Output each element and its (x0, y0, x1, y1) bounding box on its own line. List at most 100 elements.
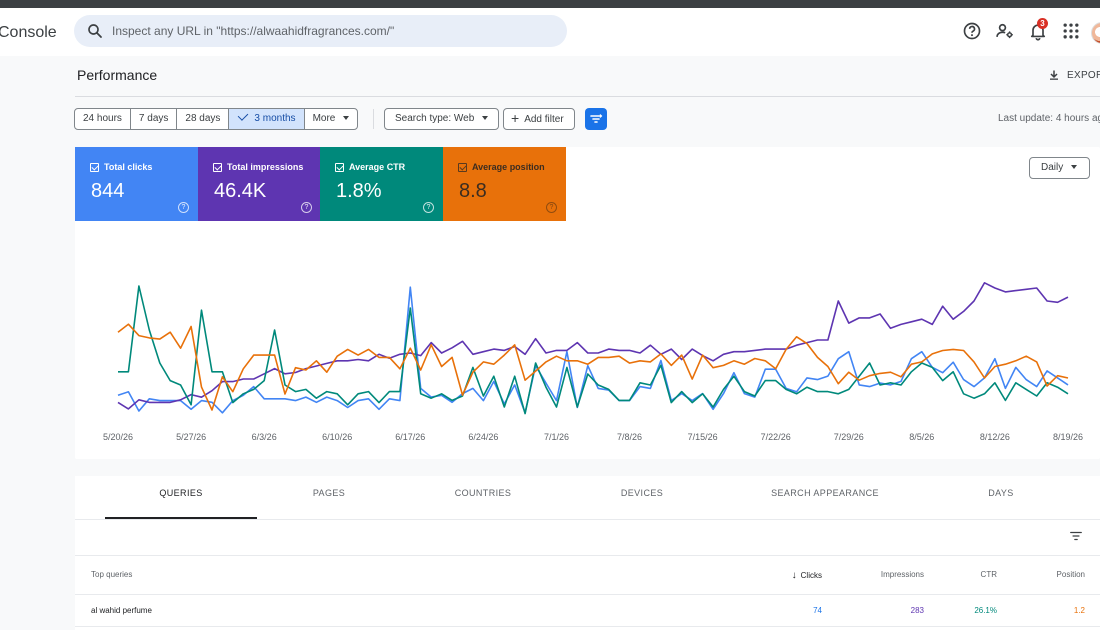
divider (75, 594, 1100, 595)
divider (75, 555, 1100, 556)
export-button[interactable]: EXPORT (1048, 66, 1100, 84)
divider (75, 626, 1100, 627)
url-inspect-input[interactable] (112, 15, 552, 47)
metric-value: 844 (91, 180, 125, 202)
app-bar: Console (0, 8, 1100, 56)
help-icon[interactable]: ? (301, 202, 312, 213)
divider (75, 96, 1100, 97)
check-icon (238, 110, 249, 121)
filter-settings-button[interactable] (585, 108, 607, 130)
tab-queries[interactable]: QUERIES (159, 488, 203, 498)
active-tab-indicator (105, 517, 257, 519)
download-icon (1050, 70, 1058, 80)
checkbox-checked-icon[interactable] (335, 163, 344, 172)
x-tick-label: 6/24/26 (468, 432, 498, 442)
series-line-average-position (117, 323, 1069, 411)
metric-card-total-impressions[interactable]: Total impressions 46.4K ? (198, 147, 321, 221)
column-header-top-queries[interactable]: Top queries (91, 570, 133, 579)
help-icon[interactable]: ? (423, 202, 434, 213)
notifications-count-badge: 3 (1037, 18, 1048, 29)
date-range-3m[interactable]: 3 months (229, 109, 305, 129)
date-range-more-label: More (312, 113, 336, 124)
tab-pages[interactable]: PAGES (312, 488, 346, 498)
series-line-total-impressions (117, 282, 1069, 410)
app-brand[interactable]: Console (0, 24, 57, 41)
x-tick-label: 6/10/26 (322, 432, 352, 442)
x-tick-label: 5/27/26 (176, 432, 206, 442)
report-table-card (75, 476, 1100, 630)
metric-value: 1.8% (336, 180, 382, 202)
checkbox-checked-icon[interactable] (90, 163, 99, 172)
metric-label: Total clicks (104, 162, 153, 172)
filter-rows-icon[interactable] (1069, 529, 1083, 543)
table-row-impressions: 283 (910, 606, 924, 615)
search-type-label: Search type: Web (395, 113, 475, 124)
x-tick-label: 7/22/26 (761, 432, 791, 442)
column-header-ctr[interactable]: CTR (980, 570, 997, 579)
metric-label: Average CTR (349, 162, 406, 172)
table-row-query[interactable]: al wahid perfume (91, 606, 152, 615)
column-header-impressions[interactable]: Impressions (880, 570, 924, 579)
x-tick-label: 7/29/26 (834, 432, 864, 442)
series-line-total-clicks (117, 286, 1069, 414)
column-header-clicks[interactable]: ↓ Clicks (792, 570, 822, 581)
metric-label: Total impressions (227, 162, 304, 172)
metric-value: 8.8 (459, 180, 487, 202)
divider (75, 519, 1100, 520)
date-range-selector: 24 hours 7 days 28 days 3 months More (74, 108, 359, 130)
table-row-position: 1.2 (1073, 606, 1085, 615)
clicks-header-label: Clicks (800, 571, 822, 580)
metric-card-total-clicks[interactable]: Total clicks 844 ? (75, 147, 198, 221)
tab-devices[interactable]: DEVICES (620, 488, 664, 498)
help-icon[interactable]: ? (546, 202, 557, 213)
url-inspect-search[interactable] (74, 15, 567, 47)
checkbox-checked-icon[interactable] (458, 163, 467, 172)
date-range-28d[interactable]: 28 days (177, 109, 230, 129)
x-tick-label: 8/19/26 (1053, 432, 1083, 442)
metric-card-average-ctr[interactable]: Average CTR 1.8% ? (320, 147, 443, 221)
manage-users-icon[interactable] (995, 21, 1015, 41)
date-range-3m-label: 3 months (254, 113, 296, 124)
search-icon[interactable] (86, 22, 104, 40)
apps-grid-icon[interactable] (1061, 21, 1081, 41)
column-header-position[interactable]: Position (1056, 570, 1085, 579)
filter-sort-icon (590, 114, 603, 123)
help-icon[interactable] (962, 21, 982, 41)
sort-descending-icon: ↓ (791, 570, 797, 581)
add-filter-label: Add filter (524, 114, 564, 125)
metric-card-average-position[interactable]: Average position 8.8 ? (443, 147, 566, 221)
x-tick-label: 8/5/26 (909, 432, 934, 442)
tab-countries[interactable]: COUNTRIES (454, 488, 512, 498)
x-tick-label: 8/12/26 (980, 432, 1010, 442)
plus-icon: + (511, 110, 520, 126)
checkbox-checked-icon[interactable] (213, 163, 222, 172)
x-tick-label: 7/1/26 (544, 432, 569, 442)
x-tick-label: 6/17/26 (395, 432, 425, 442)
granularity-dropdown[interactable]: Daily (1029, 157, 1090, 179)
tab-search-appearance[interactable]: SEARCH APPEARANCE (771, 488, 879, 498)
date-range-more[interactable]: More (305, 109, 358, 129)
last-update-text: Last update: 4 hours ago (998, 113, 1100, 124)
table-row-ctr: 26.1% (974, 606, 997, 615)
x-tick-label: 5/20/26 (103, 432, 133, 442)
x-tick-label: 7/8/26 (617, 432, 642, 442)
date-range-24h[interactable]: 24 hours (75, 109, 131, 129)
metric-label: Average position (472, 162, 545, 172)
tab-days[interactable]: DAYS (988, 488, 1014, 498)
add-filter-button[interactable]: + Add filter (503, 108, 575, 130)
chevron-down-icon (482, 116, 489, 120)
help-icon[interactable]: ? (178, 202, 189, 213)
granularity-label: Daily (1041, 162, 1064, 173)
divider (373, 109, 374, 129)
metric-value: 46.4K (214, 180, 267, 202)
performance-line-chart[interactable]: 5/20/26 5/27/26 6/3/26 6/10/26 6/17/26 6/24/2… (75, 230, 1100, 455)
search-type-filter[interactable]: Search type: Web (384, 108, 500, 130)
series-line-average-ctr (118, 285, 1069, 415)
top-window-strip (0, 0, 1100, 8)
x-tick-label: 7/15/26 (688, 432, 718, 442)
chevron-down-icon (343, 116, 350, 120)
chevron-down-icon (1071, 165, 1078, 169)
export-label: EXPORT (1067, 69, 1100, 81)
page-title: Performance (77, 67, 158, 83)
date-range-7d[interactable]: 7 days (131, 109, 178, 129)
